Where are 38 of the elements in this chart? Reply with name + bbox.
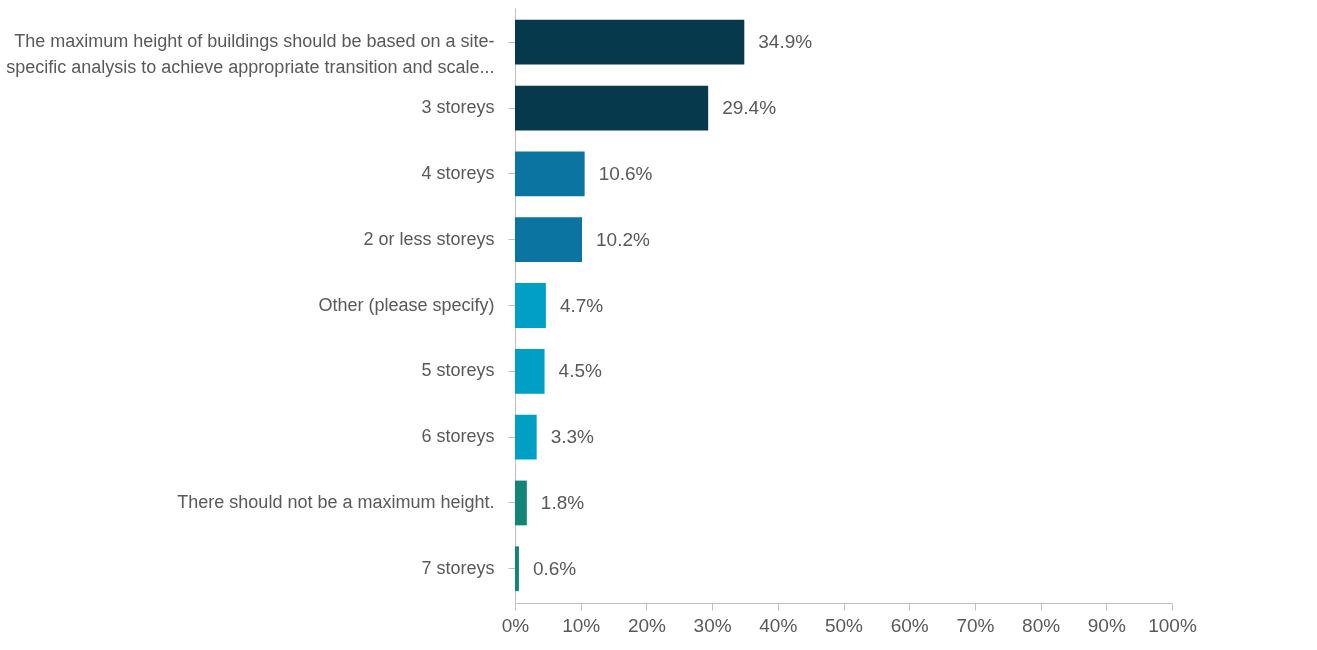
data-label: 34.9%	[758, 31, 813, 53]
y-tick-label: 2 or less storeys	[363, 228, 495, 249]
y-tick-label: 4 storeys	[421, 162, 495, 183]
x-tick-label: 20%	[627, 614, 667, 636]
x-tick-label: 60%	[890, 614, 929, 636]
x-tick-label: 40%	[759, 614, 798, 636]
y-tick-label: 7 storeys	[421, 557, 495, 578]
bar	[515, 217, 583, 263]
y-tick-label: 6 storeys	[421, 426, 495, 447]
bar	[515, 414, 537, 460]
data-label: 4.7%	[559, 294, 604, 316]
bar	[515, 546, 519, 592]
bar	[515, 19, 745, 65]
x-tick-label: 100%	[1148, 614, 1197, 636]
data-label: 1.8%	[540, 491, 585, 513]
bar	[515, 151, 585, 197]
data-label: 10.2%	[596, 228, 650, 250]
bar	[515, 85, 709, 131]
y-tick-label: 5 storeys	[421, 360, 495, 381]
x-tick-label: 80%	[1022, 614, 1061, 636]
x-tick-label: 30%	[693, 614, 732, 636]
y-tick-label: 3 storeys	[421, 97, 495, 118]
data-label: 3.3%	[550, 426, 595, 448]
y-tick-label: Other (please specify)	[318, 294, 495, 315]
bar	[515, 283, 546, 328]
bar	[515, 480, 527, 526]
data-label: 10.6%	[598, 162, 653, 184]
x-tick-label: 70%	[956, 614, 995, 636]
data-label: 29.4%	[722, 97, 777, 119]
y-tick-label: There should not be a maximum height.	[177, 491, 495, 512]
bar	[515, 348, 545, 394]
y-tick-label: The maximum height of buildings should be based on a site-specific analysis to achieve appropriate transition and scale...	[6, 31, 495, 78]
x-tick-label: 50%	[824, 614, 864, 636]
data-label: 0.6%	[532, 557, 577, 579]
x-tick-label: 90%	[1087, 614, 1126, 636]
x-tick-label: 0%	[501, 614, 530, 636]
x-tick-label: 10%	[562, 614, 601, 636]
data-label: 4.5%	[558, 360, 602, 382]
